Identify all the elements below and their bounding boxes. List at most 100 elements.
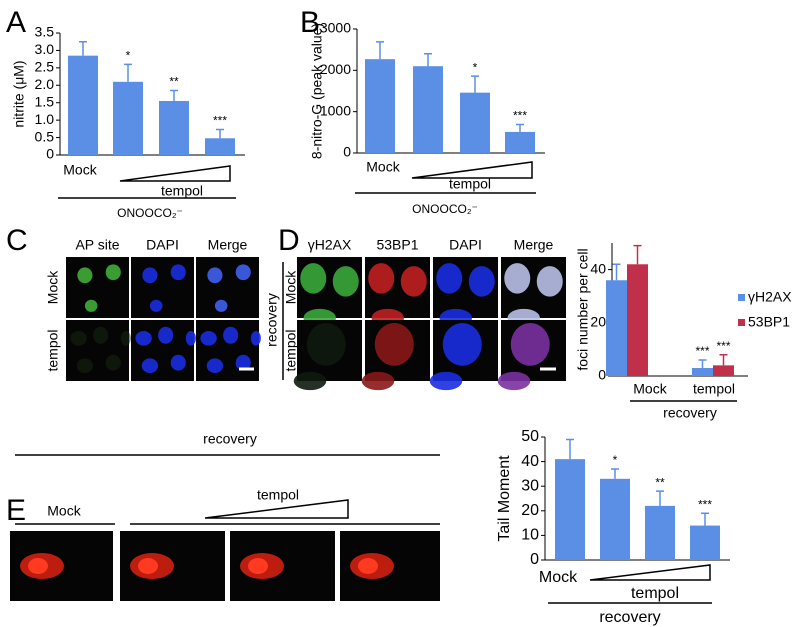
- row-label: Mock: [45, 270, 61, 304]
- dose-wedge: [204, 499, 349, 519]
- error-bar: [424, 53, 432, 67]
- nucleus: [77, 267, 93, 284]
- y-tick-label: 40: [590, 260, 606, 276]
- nucleus: [93, 326, 109, 344]
- bar: [627, 264, 648, 376]
- nucleus: [361, 371, 395, 391]
- bar: [555, 459, 585, 560]
- error-bar: [124, 63, 132, 82]
- nucleus: [250, 330, 261, 346]
- nucleus: [497, 371, 531, 391]
- nucleus: [400, 266, 427, 297]
- legend-swatch: [738, 319, 745, 326]
- significance: ***: [716, 339, 730, 353]
- nucleus: [206, 358, 224, 374]
- bar: [365, 59, 395, 153]
- nucleus: [141, 358, 159, 374]
- y-tick-label: 0: [46, 146, 54, 162]
- error-bar: [656, 490, 664, 506]
- nucleus: [185, 330, 196, 346]
- legend-swatch: [738, 294, 745, 301]
- group-label: recovery: [203, 431, 257, 447]
- significance: *: [126, 49, 131, 63]
- nucleus: [70, 330, 87, 346]
- dose-label: tempol: [449, 176, 491, 192]
- y-tick-label: 20: [521, 502, 539, 519]
- column-label: Merge: [208, 237, 248, 253]
- x-tick-label: Mock: [366, 159, 400, 175]
- x-tick-label: Mock: [633, 381, 667, 397]
- y-tick-label: 10: [521, 527, 539, 544]
- nucleus: [214, 299, 228, 312]
- group-label: recovery: [599, 609, 660, 626]
- legend-label: 53BP1: [748, 314, 790, 330]
- error-bar: [701, 512, 709, 526]
- nucleus: [158, 326, 174, 344]
- nucleus: [170, 354, 186, 371]
- nucleus: [105, 264, 121, 281]
- bar: [713, 365, 734, 376]
- micrograph: [66, 257, 129, 318]
- y-tick-label: 40: [521, 453, 539, 470]
- significance: ***: [513, 109, 527, 123]
- y-tick-label: 1.0: [35, 111, 55, 127]
- comet-core: [28, 558, 48, 574]
- comet-core: [248, 558, 268, 574]
- dose-wedge: [589, 564, 711, 581]
- nucleus: [293, 371, 327, 391]
- comet-core: [358, 558, 378, 574]
- x-tick-label: tempol: [693, 381, 735, 397]
- y-tick-label: 1000: [320, 102, 351, 118]
- nucleus: [368, 263, 395, 294]
- nucleus: [442, 323, 482, 366]
- panel-letter: E: [6, 494, 26, 527]
- significance: *: [613, 453, 618, 467]
- column-label: 53BP1: [376, 237, 418, 253]
- group-label: ONOOCO₂⁻: [117, 206, 183, 220]
- column-label: AP site: [75, 237, 119, 253]
- y-tick-label: 3000: [320, 20, 351, 36]
- error-bar: [698, 359, 707, 369]
- error-bar: [170, 89, 178, 101]
- nucleus: [468, 266, 495, 297]
- nucleus: [207, 267, 223, 284]
- column-label: DAPI: [146, 237, 179, 253]
- y-tick-label: 3.0: [35, 41, 55, 57]
- dose-label: tempol: [631, 585, 679, 602]
- y-axis-label: nitrite (μM): [11, 60, 27, 127]
- nucleus: [235, 264, 251, 281]
- error-bar: [566, 438, 574, 460]
- y-axis-label: 8-nitro-G (peak value): [309, 23, 325, 159]
- nucleus: [436, 263, 463, 294]
- nucleus: [170, 264, 186, 281]
- panel-letter: B: [300, 6, 320, 39]
- legend-label: γH2AX: [748, 289, 792, 305]
- significance: ***: [213, 114, 227, 128]
- x-tick-label: Mock: [539, 569, 578, 586]
- micrograph: [131, 257, 194, 318]
- y-tick-label: 0: [598, 367, 606, 383]
- group-label: recovery: [663, 405, 717, 421]
- significance: **: [655, 475, 665, 489]
- bar: [205, 138, 235, 155]
- nucleus: [429, 371, 463, 391]
- bar: [460, 92, 490, 153]
- column-label: γH2AX: [308, 237, 352, 253]
- y-tick-label: 50: [521, 428, 539, 445]
- y-tick-label: 2.5: [35, 59, 55, 75]
- nucleus: [105, 354, 121, 371]
- nucleus: [149, 299, 163, 312]
- nucleus: [120, 330, 131, 346]
- nucleus: [223, 326, 239, 344]
- bar: [113, 81, 143, 155]
- group-label: ONOOCO₂⁻: [412, 202, 478, 216]
- bar: [692, 368, 713, 376]
- y-tick-label: 3.5: [35, 24, 55, 40]
- nucleus: [300, 263, 327, 294]
- error-bar: [633, 244, 642, 265]
- bar: [413, 66, 443, 153]
- error-bar: [376, 41, 384, 60]
- y-tick-label: 2.0: [35, 76, 55, 92]
- control-label: Mock: [47, 503, 81, 519]
- column-label: DAPI: [449, 237, 482, 253]
